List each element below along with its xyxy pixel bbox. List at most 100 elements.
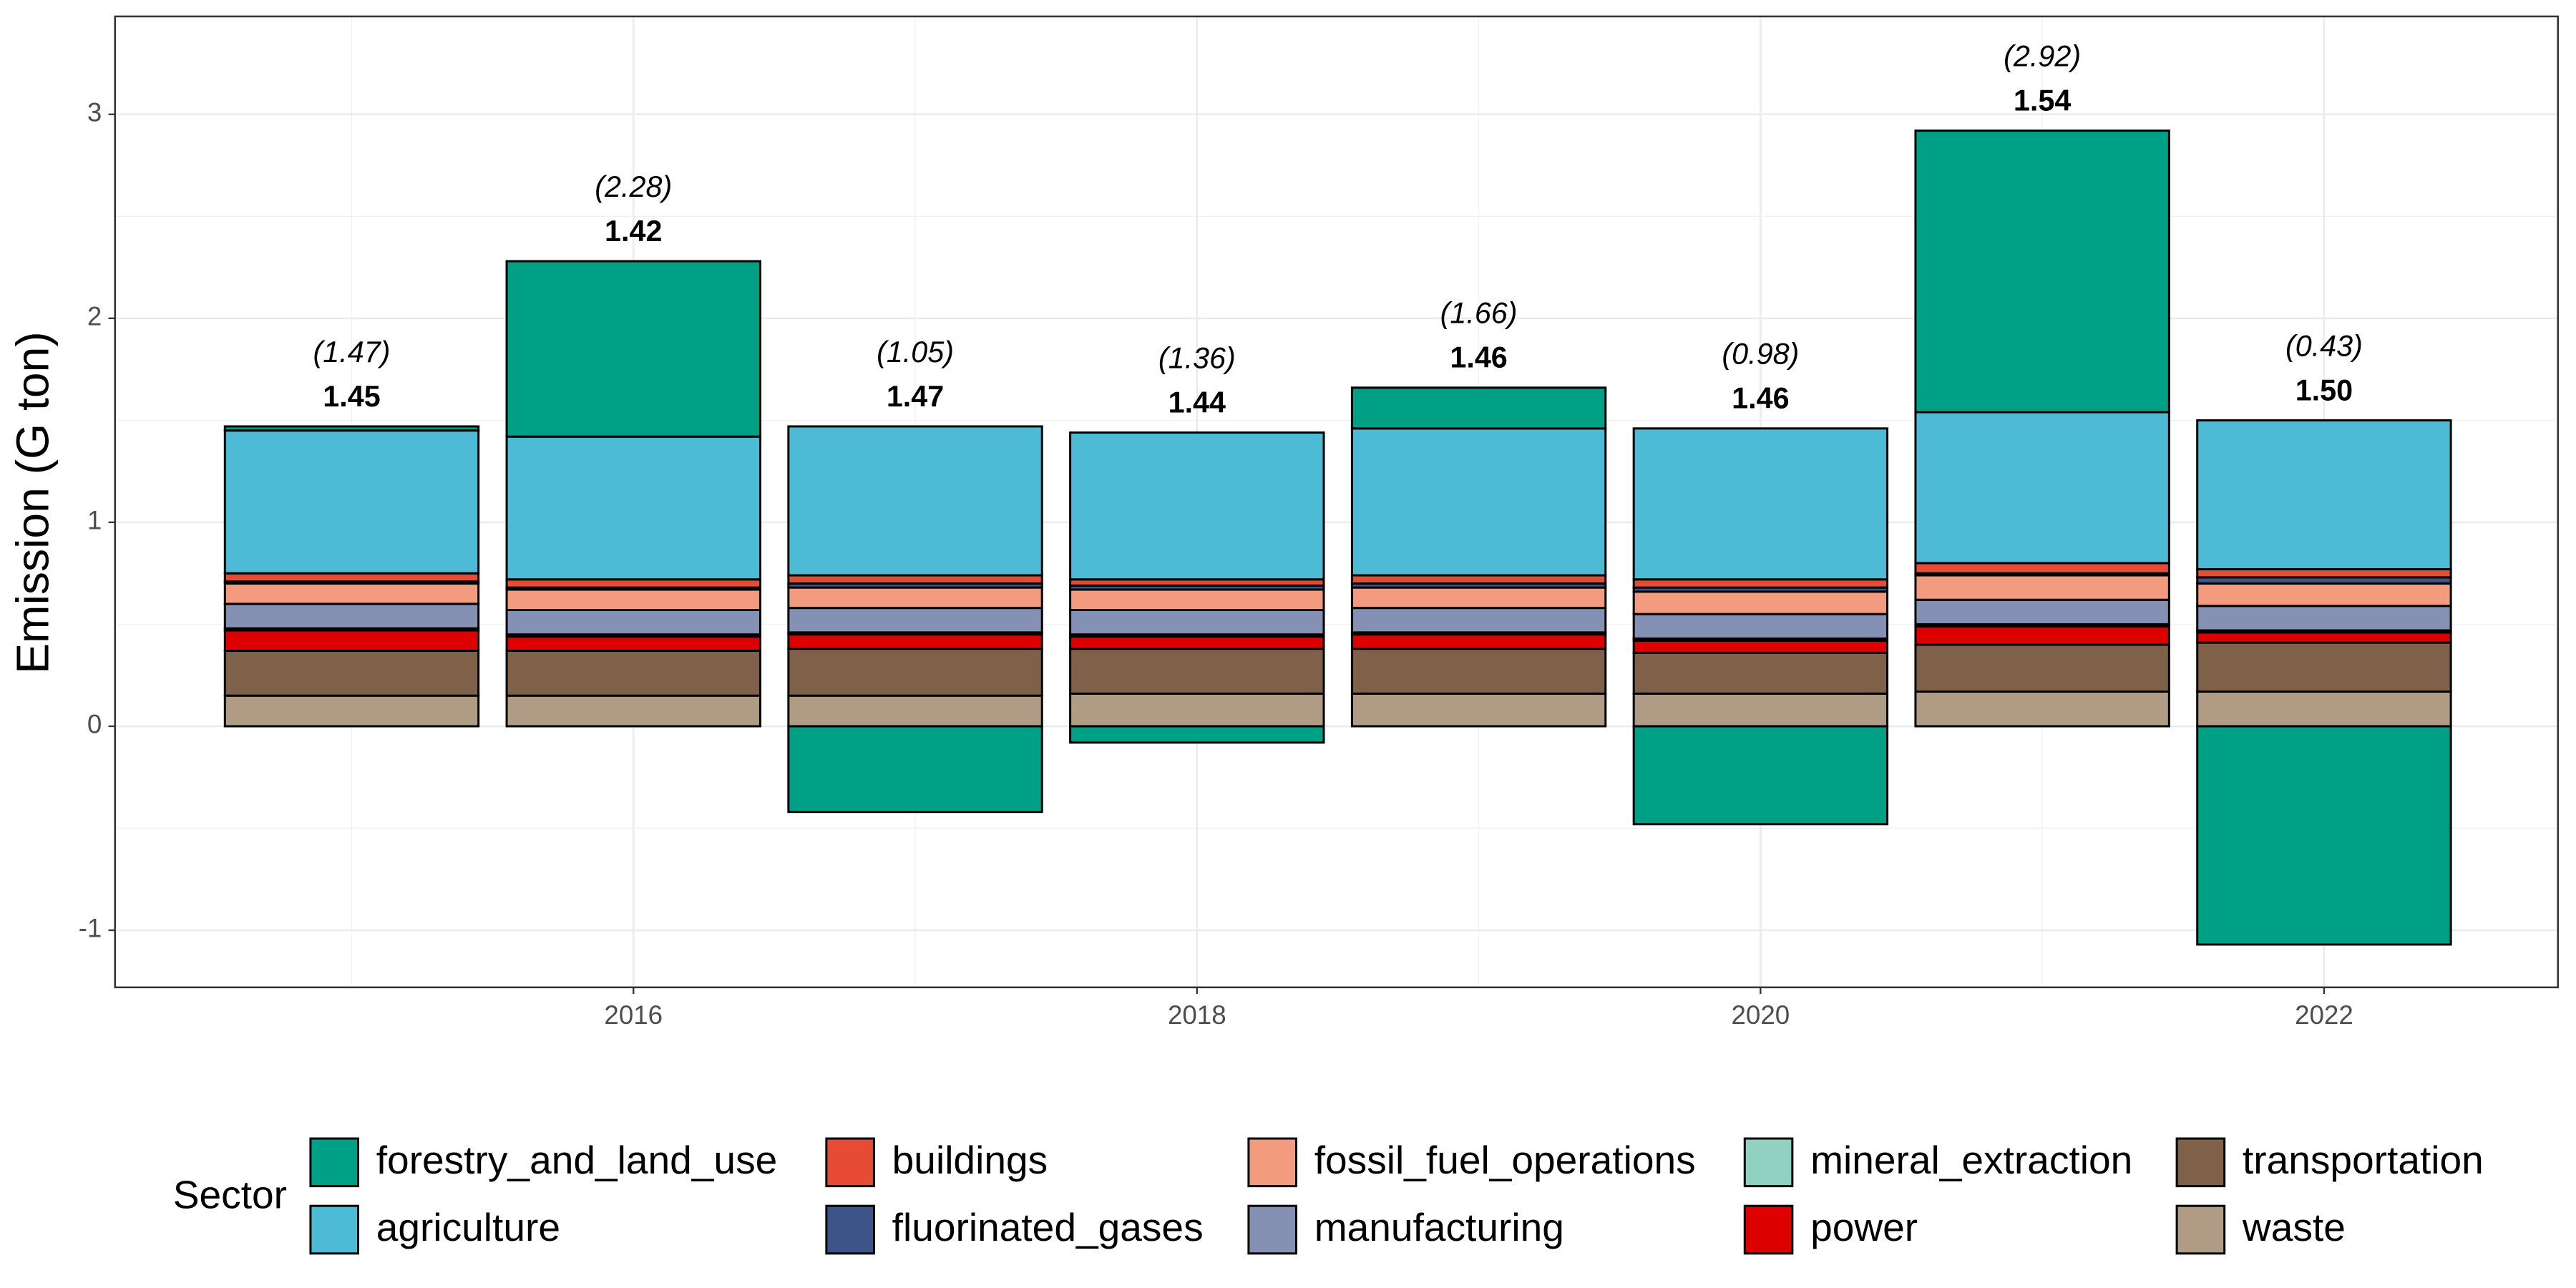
bar-segment: [787, 694, 1043, 728]
legend-key: [825, 1137, 875, 1188]
bar-segment: [2196, 725, 2452, 946]
bar-segment: [1350, 586, 1607, 610]
bar-segment: [505, 578, 761, 589]
bar-segment: [2196, 641, 2452, 693]
net-label: (1.47): [313, 336, 391, 369]
total-label: 1.47: [887, 380, 944, 413]
total-label: 1.45: [323, 380, 380, 413]
bar-segment: [1350, 574, 1607, 585]
bar-segment: [223, 429, 480, 575]
bar-segment: [1350, 648, 1607, 695]
bar-segment: [2196, 567, 2452, 579]
bar-segment: [505, 435, 761, 581]
bar-segment: [1350, 386, 1607, 430]
legend-label: agriculture: [376, 1205, 560, 1249]
bar-segment: [1069, 635, 1325, 650]
bar-segment: [2196, 691, 2452, 728]
y-tick-label: -1: [79, 914, 102, 943]
bar-segment: [1632, 427, 1889, 581]
bar-segment: [2196, 631, 2452, 644]
bar-segment: [1632, 613, 1889, 640]
net-label: (0.98): [1722, 338, 1799, 371]
x-tick-label: 2020: [1732, 1000, 1790, 1030]
bar-segment: [1069, 725, 1325, 744]
x-tick-label: 2016: [604, 1000, 663, 1030]
legend-key: [1743, 1137, 1794, 1188]
legend-label: forestry_and_land_use: [376, 1138, 778, 1182]
net-label: (2.92): [2004, 39, 2081, 72]
total-label: 1.46: [1732, 382, 1789, 415]
bar-segment: [505, 635, 761, 652]
bar-segment: [1914, 574, 2170, 601]
bar-segment: [223, 694, 480, 728]
bar-segment: [1914, 411, 2170, 565]
legend-key: [825, 1204, 875, 1255]
legend-key: [1247, 1204, 1297, 1255]
legend-label: waste: [2242, 1205, 2346, 1249]
bar-segment: [505, 608, 761, 636]
bar-segment: [505, 694, 761, 728]
bar-segment: [223, 602, 480, 630]
net-label: (1.66): [1440, 297, 1518, 330]
bar-segment: [1632, 725, 1889, 826]
legend-label: fossil_fuel_operations: [1314, 1138, 1696, 1182]
bar-segment: [2196, 419, 2452, 570]
bar-segment: [1350, 692, 1607, 728]
net-label: (1.36): [1158, 341, 1236, 374]
y-tick-label: 0: [87, 710, 102, 739]
legend-label: buildings: [892, 1138, 1048, 1182]
bar-segment: [1914, 130, 2170, 414]
legend-label: fluorinated_gases: [892, 1205, 1204, 1249]
bar-segment: [787, 574, 1043, 585]
total-label: 1.44: [1169, 386, 1226, 419]
bar-segment: [787, 607, 1043, 634]
y-axis-title: Emission (G ton): [6, 331, 58, 674]
bar-segment: [787, 633, 1043, 650]
bar-segment: [223, 629, 480, 652]
bar-segment: [505, 588, 761, 611]
panel-border: [114, 15, 2560, 989]
legend-key: [2175, 1204, 2226, 1255]
total-label: 1.54: [2014, 84, 2071, 117]
legend-key: [2175, 1137, 2226, 1188]
bar-segment: [1914, 691, 2170, 728]
total-label: 1.50: [2296, 374, 2353, 406]
net-label: (1.05): [877, 336, 954, 369]
bar-segment: [1632, 651, 1889, 695]
legend-key: [309, 1137, 360, 1188]
bar-segment: [787, 425, 1043, 577]
x-tick-label: 2022: [2295, 1000, 2353, 1030]
legend-label: power: [1810, 1205, 1918, 1249]
legend-label: transportation: [2243, 1138, 2484, 1182]
bar-segment: [223, 650, 480, 697]
y-tick-label: 1: [87, 506, 102, 535]
legend-label: manufacturing: [1314, 1205, 1564, 1249]
bar-segment: [1632, 590, 1889, 615]
bar-segment: [787, 725, 1043, 814]
bar-segment: [787, 586, 1043, 610]
bar-segment: [505, 650, 761, 697]
legend-label: mineral_extraction: [1810, 1138, 2132, 1182]
bar-segment: [1914, 562, 2170, 575]
y-tick-label: 3: [87, 97, 102, 127]
bar-segment: [1914, 598, 2170, 625]
bar-segment: [223, 582, 480, 605]
bar-segment: [1069, 588, 1325, 611]
net-label: (0.43): [2285, 329, 2363, 362]
bar-segment: [1069, 608, 1325, 636]
bar-segment: [1069, 431, 1325, 581]
bar-segment: [505, 260, 761, 438]
x-tick-label: 2018: [1168, 1000, 1226, 1030]
bar-segment: [2196, 582, 2452, 608]
legend-key: [309, 1204, 360, 1255]
bar-segment: [223, 572, 480, 583]
legend-key: [1743, 1204, 1794, 1255]
bar-segment: [1914, 643, 2170, 693]
bar-segment: [2196, 605, 2452, 632]
bar-segment: [1632, 639, 1889, 654]
bar-segment: [1632, 692, 1889, 728]
bar-segment: [1632, 578, 1889, 589]
y-tick-label: 2: [87, 302, 102, 331]
